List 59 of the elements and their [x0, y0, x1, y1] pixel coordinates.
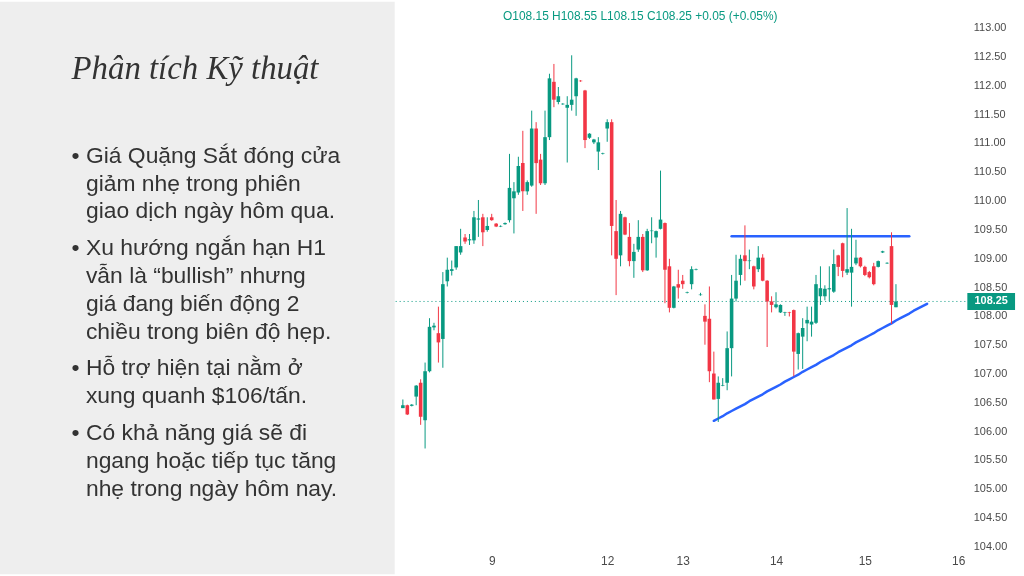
- y-tick-label: 113.00: [973, 21, 1007, 34]
- candlestick: [552, 63, 556, 108]
- candlestick: [574, 77, 578, 117]
- x-tick-label: 9: [488, 553, 496, 568]
- candlestick: [632, 243, 636, 279]
- text: • Có khả năng giá sẽ đi ngang hoặc tiếp tục tăng nhẹ trong ngày hôm nay.: [71, 419, 338, 501]
- y-tick-label: 111.50: [973, 107, 1006, 120]
- y-tick-label: 110.00: [973, 194, 1007, 207]
- y-tick-label: 108.50: [973, 280, 1008, 293]
- candlestick: [765, 279, 769, 348]
- candlestick: [454, 245, 458, 271]
- y-tick-label: 105.50: [973, 453, 1008, 466]
- candlestick: [676, 269, 681, 300]
- y-tick-label: 104.00: [973, 539, 1008, 552]
- x-tick-label: 13: [676, 553, 691, 568]
- x-tick-label: 14: [769, 553, 784, 568]
- y-tick-label: 112.00: [973, 78, 1007, 91]
- candlestick: [854, 239, 858, 266]
- ref-line-label: 108.25: [974, 294, 1008, 307]
- y-tick-label: 105.00: [973, 482, 1008, 495]
- x-tick-label: 16: [952, 553, 966, 568]
- x-tick-label: 15: [858, 553, 873, 568]
- text: • Hỗ trợ hiện tại nằm ở xung quanh $106/tấn.: [71, 354, 308, 409]
- y-tick-label: 112.50: [973, 49, 1007, 62]
- y-tick-label: 107.00: [973, 367, 1008, 380]
- y-tick-label: 107.50: [973, 338, 1008, 351]
- candlestick: [845, 207, 849, 276]
- candlestick: [401, 398, 405, 409]
- y-tick-label: 106.50: [973, 395, 1008, 408]
- candlestick: [716, 375, 721, 423]
- candlestick: [871, 262, 876, 286]
- candlestick: [565, 95, 570, 164]
- candlestick: [743, 224, 747, 282]
- candlestick: [805, 306, 809, 342]
- candlestick: [476, 199, 481, 238]
- text: • Xu hướng ngắn hạn H1 vẫn là “bullish” nhưng giá đang biến động 2 chiều trong biên độ hẹp.: [71, 234, 332, 344]
- candlestick: [796, 332, 801, 370]
- y-tick-label: 111.00: [973, 136, 1006, 149]
- candlestick: [463, 233, 467, 245]
- candlestick: [596, 136, 601, 171]
- candlestick: [783, 311, 787, 317]
- y-tick-label: 110.50: [973, 165, 1007, 178]
- line-series: [712, 302, 929, 423]
- y-tick-label: 108.00: [973, 309, 1008, 322]
- candlestick: [654, 230, 658, 259]
- x-tick-label: 12: [601, 553, 615, 568]
- text: • Giá Quặng Sắt đóng cửa giảm nhẹ trong phiên giao dịch ngày hôm qua.: [71, 141, 341, 224]
- candlestick: [774, 291, 778, 309]
- candlestick: [472, 210, 476, 245]
- y-tick-label: 109.00: [973, 251, 1008, 264]
- candlestick: [756, 245, 761, 273]
- candlestick: [414, 384, 418, 406]
- candlestick: [481, 213, 485, 247]
- text: Phân tích Kỹ thuật: [70, 50, 320, 87]
- y-tick-label: 104.50: [973, 511, 1008, 524]
- annotation: O108.15 H108.55 L108.15 C108.25 +0.05 (+0.05%): [503, 8, 778, 23]
- candlestick: [605, 118, 610, 143]
- y-tick-label: 106.00: [973, 424, 1008, 437]
- y-tick-label: 109.50: [973, 222, 1008, 235]
